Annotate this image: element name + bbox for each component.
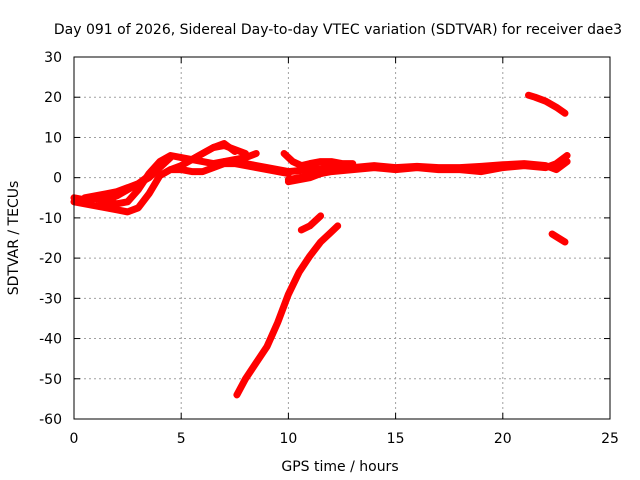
y-tick-label: -10 [39, 211, 62, 227]
axis-ticks: 0 5 10 15 20 25 -60 -50 -40 -30 -20 -10 0 10 20 30 [39, 50, 619, 447]
y-tick-label: -30 [39, 291, 62, 307]
x-axis-label: GPS time / hours [281, 459, 398, 475]
series-trace-9 [284, 162, 357, 186]
y-tick-label: -50 [39, 372, 62, 388]
y-tick-label: 10 [44, 130, 62, 146]
grid-lines [74, 57, 610, 419]
series-trace-10 [280, 150, 357, 170]
plot-area [70, 91, 571, 399]
y-tick-label: -60 [39, 412, 62, 428]
y-tick-label: 30 [44, 50, 62, 66]
x-tick-label: 15 [387, 431, 405, 447]
series-trace-4 [102, 162, 164, 204]
series-trace-14 [548, 230, 569, 246]
series-trace-6 [188, 140, 239, 164]
series-trace-13 [525, 91, 569, 117]
x-tick-label: 20 [494, 431, 512, 447]
y-axis-label: SDTVAR / TECUs [6, 181, 22, 296]
x-tick-label: 0 [70, 431, 79, 447]
y-tick-label: 20 [44, 90, 62, 106]
x-tick-label: 25 [601, 431, 619, 447]
y-tick-label: 0 [53, 171, 62, 187]
series-trace-11 [297, 212, 325, 234]
x-tick-label: 10 [279, 431, 297, 447]
chart-title: Day 091 of 2026, Sidereal Day-to-day VTE… [54, 22, 622, 38]
y-tick-label: -40 [39, 332, 62, 348]
x-tick-label: 5 [177, 431, 186, 447]
y-tick-label: -20 [39, 251, 62, 267]
series-trace-12 [233, 222, 342, 399]
plot-frame [73, 56, 611, 420]
